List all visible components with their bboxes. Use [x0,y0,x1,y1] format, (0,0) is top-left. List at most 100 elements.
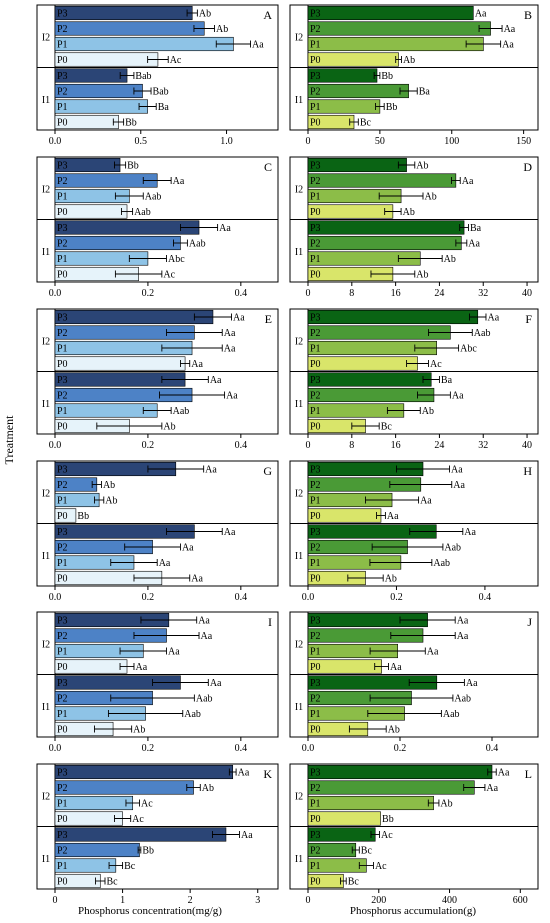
group-label: I1 [295,854,303,865]
bar-category-label: P0 [57,725,68,736]
significance-label: Aa [486,783,498,794]
significance-label: Aa [205,465,217,476]
panel-l: L I2 P3 Aa P2 Aa P1 Ab P0 Bb I1 P3 Ac P2 Bc P1 Ac P0 Bc 0 20… [289,763,539,906]
x-axis-label-right: Phosphorus accumulation(g) [350,905,477,917]
significance-label: Aa [219,223,231,234]
group-label: I2 [295,32,303,43]
bar-category-label: P2 [57,846,68,857]
significance-label: Ac [132,814,144,825]
x-tick-label: 50 [375,136,385,147]
x-tick-label: 16 [391,288,401,299]
bar [54,309,214,325]
bar [307,204,394,219]
significance-label: Aa [224,344,236,355]
bar-category-label: P3 [310,527,321,538]
panel-f: F I2 P3 Aa P2 Aab P1 Abc P0 Ac I1 P3 Ba P2 Aa P1 Ab P0 Bc 0… [289,308,539,451]
bar [54,173,158,188]
significance-label: Aa [233,313,245,324]
bar-category-label: P3 [310,71,321,82]
significance-label: Aa [241,830,253,841]
significance-label: Ac [381,830,393,841]
x-tick-label: 40 [522,288,532,299]
bar-category-label: P3 [57,616,68,627]
x-tick-label: 24 [434,440,444,451]
bar-category-label: P1 [310,496,321,507]
group-label: I1 [295,95,303,106]
significance-label: Aa [252,40,264,51]
significance-label: Aa [452,391,464,402]
significance-label: Bab [153,87,169,98]
panel-letter: H [523,464,532,478]
significance-label: Ab [385,574,397,585]
bar-category-label: P3 [310,223,321,234]
bar-category-label: P2 [57,543,68,554]
significance-label: Bc [361,846,373,857]
bar-category-label: P2 [310,480,321,491]
bar-category-label: P0 [310,118,321,129]
x-tick-label: 600 [513,895,528,906]
bar-category-label: P3 [57,768,68,779]
bar-category-label: P3 [310,9,321,20]
bar [307,764,493,780]
group-label: I2 [295,791,303,802]
group-label: I1 [295,551,303,562]
x-tick-label: 16 [391,440,401,451]
bar-category-label: P0 [310,725,321,736]
bar [54,827,227,842]
significance-label: Aa [198,616,210,627]
panel-letter: I [268,615,272,629]
bar [307,5,474,21]
x-tick-label: 200 [371,895,386,906]
significance-label: Bc [360,118,372,129]
group-label: I1 [42,95,50,106]
panel-k: K I2 P3 Aa P2 Ab P1 Ac P0 Ac I1 P3 Aa P2 Bb P1 Bc P0 Bc 0 1 2… [36,763,279,906]
significance-label: Aa [182,543,194,554]
x-tick-label: 0.0 [49,288,62,299]
bar [307,780,475,795]
significance-label: Aab [145,192,162,203]
bar [54,508,77,523]
y-axis-label: Treatment [2,415,16,465]
group-label: I1 [295,247,303,258]
bar-category-label: P3 [310,768,321,779]
bar-category-label: P3 [57,527,68,538]
group-label: I2 [42,639,50,650]
bar-category-label: P2 [310,631,321,642]
x-tick-label: 0.2 [142,743,155,754]
group-label: I1 [42,551,50,562]
bar [307,52,399,67]
group-label: I1 [42,702,50,713]
significance-label: Aab [474,328,491,339]
bar-category-label: P3 [57,678,68,689]
significance-label: Ab [105,496,117,507]
panel-h: H I2 P3 Aa P2 Aa P1 Aa P0 Aa I1 P3 Aa P2 Aab P1 Aab P0 Ab 0… [289,460,539,603]
x-tick-label: 0.5 [135,136,148,147]
bar-category-label: P3 [57,223,68,234]
bar-category-label: P3 [310,465,321,476]
significance-label: Ba [441,375,453,386]
bar [307,372,432,387]
bar-category-label: P3 [310,313,321,324]
bar [54,83,143,99]
panel-b: B I2 P3 Aa P2 Aa P1 Aa P0 Ab I1 P3 Bb P2 Ba P1 Bb P0 Bc 0 50… [289,4,539,147]
bar-category-label: P3 [57,9,68,20]
panel-e: E I2 P3 Aa P2 Aa P1 Aa P0 Aa I1 P3 Aa P2 Aa P1 Aab P0 Ab 0.… [36,308,279,451]
bar-category-label: P1 [57,192,68,203]
panel-d: D I2 P3 Ab P2 Aa P1 Ab P0 Ab I1 P3 Ba P2 Aa P1 Ab P0 Ab 0 8 1… [289,156,539,299]
bar-category-label: P1 [57,861,68,872]
x-tick-label: 32 [478,288,488,299]
bar-category-label: P2 [310,694,321,705]
x-tick-label: 0.4 [486,743,499,754]
group-label: I1 [42,854,50,865]
x-tick-label: 0.4 [235,592,248,603]
x-tick-label: 0.2 [142,288,155,299]
significance-label: Aa [475,9,487,20]
significance-label: Aa [226,391,238,402]
significance-label: Aa [502,40,514,51]
group-label: I2 [42,791,50,802]
bar-category-label: P1 [310,406,321,417]
significance-label: Aab [184,709,201,720]
significance-label: Aa [387,511,399,522]
bar-category-label: P0 [57,574,68,585]
bar-category-label: P3 [57,375,68,386]
